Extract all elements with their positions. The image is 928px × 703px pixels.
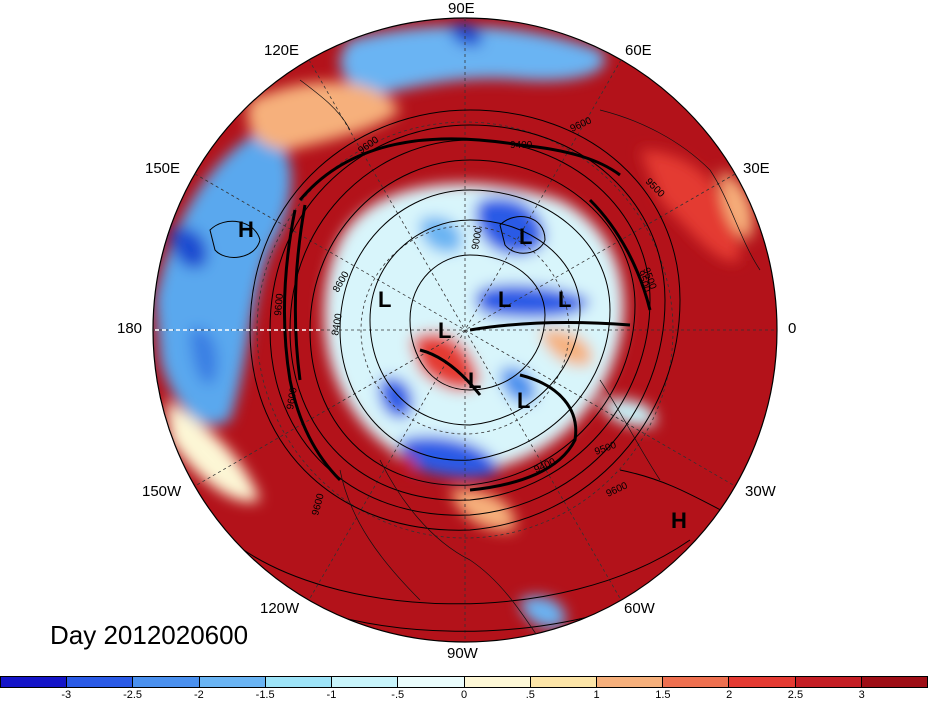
colorbar-cell xyxy=(199,677,266,687)
colorbar-cell xyxy=(133,677,200,687)
lon-label-150w: 150W xyxy=(142,483,182,500)
colorbar-tick-label: 2.5 xyxy=(787,689,804,701)
colorbar-tick-label: 1.5 xyxy=(655,689,671,701)
colorbar-cell xyxy=(464,677,531,687)
lon-label-30e: 30E xyxy=(743,160,770,177)
colorbar-ticks: -3 -2.5 -2 -1.5 -1 -.5 0 .5 1 1.5 2 2.5 3 xyxy=(0,689,928,703)
low-pressure-label: L xyxy=(468,368,481,393)
colorbar-tick-label: -.5 xyxy=(391,689,405,701)
low-pressure-label: L xyxy=(438,318,451,343)
colorbar xyxy=(0,676,928,688)
svg-text:9600: 9600 xyxy=(273,293,286,317)
lon-label-60e: 60E xyxy=(625,42,652,59)
colorbar-cell xyxy=(398,677,465,687)
lon-label-30w: 30W xyxy=(745,483,776,500)
colorbar-cell xyxy=(265,677,333,687)
jet-stream xyxy=(283,137,652,492)
colorbar-cell xyxy=(795,677,862,687)
lon-label-120e: 120E xyxy=(264,42,300,59)
pressure-systems: H H L L L L L L L xyxy=(238,217,687,533)
lon-label-60w: 60W xyxy=(624,600,655,617)
colorbar-tick-label: -2 xyxy=(193,689,204,701)
low-pressure-label: L xyxy=(498,287,511,312)
colorbar-tick-label: -3 xyxy=(61,689,72,701)
lon-label-180: 180 xyxy=(117,320,143,337)
lon-label-120w: 120W xyxy=(260,600,300,617)
svg-text:9400: 9400 xyxy=(510,140,533,151)
high-pressure-label: H xyxy=(671,508,687,533)
colorbar-cell xyxy=(67,677,134,687)
colorbar-cell xyxy=(1,677,68,687)
low-pressure-label: L xyxy=(558,287,571,312)
colorbar-cell xyxy=(861,677,928,687)
colorbar-tick-label: -1.5 xyxy=(255,689,275,701)
colorbar-tick-label: 3 xyxy=(858,689,865,701)
colorbar-tick-label: -2.5 xyxy=(123,689,143,701)
lon-label-90w: 90W xyxy=(447,645,478,662)
high-pressure-label: H xyxy=(238,217,254,242)
colorbar-cell xyxy=(332,677,399,687)
lon-label-90e: 90E xyxy=(448,0,475,17)
svg-text:8400: 8400 xyxy=(330,312,345,336)
graticule xyxy=(153,18,777,642)
low-pressure-label: L xyxy=(519,224,532,249)
colorbar-cell xyxy=(729,677,796,687)
colorbar-tick-label: 0 xyxy=(460,689,468,701)
colorbar-tick-label: -1 xyxy=(326,689,337,701)
colorbar-cell xyxy=(663,677,730,687)
svg-text:9000: 9000 xyxy=(470,226,485,250)
coastlines xyxy=(299,79,761,641)
colorbar-cell xyxy=(596,677,664,687)
low-pressure-label: L xyxy=(517,388,530,413)
low-pressure-label: L xyxy=(378,287,391,312)
day-label: Day 2012020600 xyxy=(50,620,249,650)
lon-label-0: 0 xyxy=(788,320,797,337)
svg-text:9600: 9600 xyxy=(285,386,300,410)
colorbar-tick-label: .5 xyxy=(525,689,535,701)
colorbar-tick-label: 1 xyxy=(593,689,600,701)
colorbar-cell xyxy=(530,677,597,687)
lon-label-150e: 150E xyxy=(145,160,181,177)
colorbar-tick-label: 2 xyxy=(726,689,733,701)
